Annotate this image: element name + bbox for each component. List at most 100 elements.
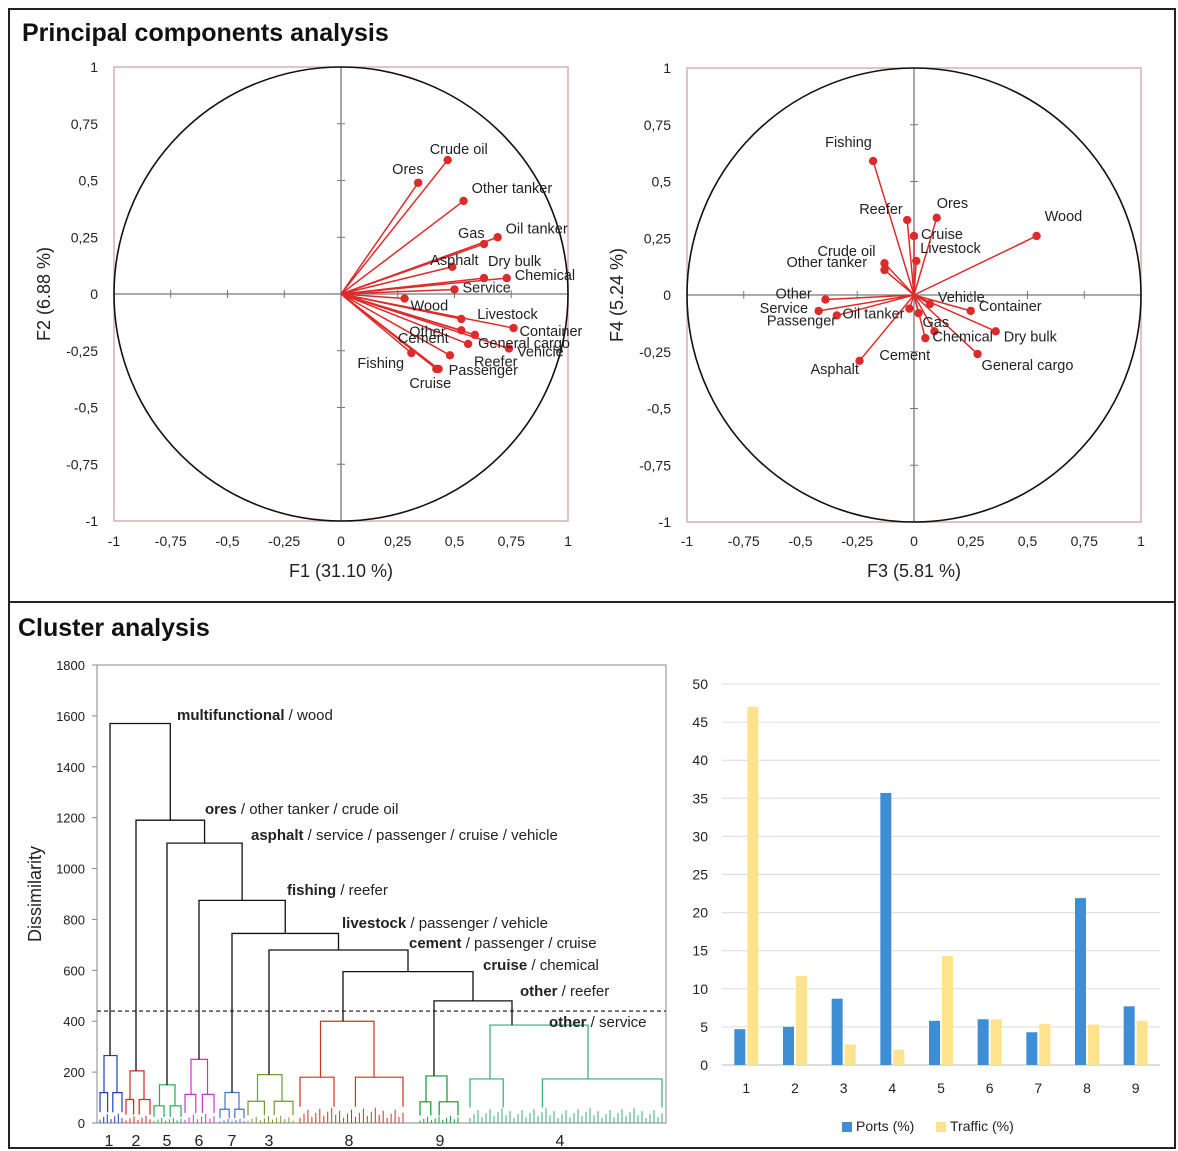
- pca1-y-tick-label: -1: [86, 513, 99, 529]
- bar-x-tick-label-8: 8: [1083, 1080, 1091, 1096]
- pca2-x-tick-label: 1: [1137, 533, 1145, 549]
- pca1-vector-ores: [340, 182, 419, 295]
- pca2-label-passenger: Passenger: [767, 313, 836, 329]
- bar-x-tick-label-2: 2: [791, 1080, 799, 1096]
- pca2-point-general-cargo: [973, 349, 982, 359]
- pca2-label-other-tanker: Other tanker: [786, 255, 867, 271]
- pca2-point-service: [814, 306, 823, 316]
- pca1-y-tick-label: -0,25: [66, 343, 98, 359]
- pca2-point-other-tanker: [880, 265, 889, 275]
- pca1-point-chemical: [502, 273, 511, 283]
- pca2-label-gas: Gas: [923, 315, 950, 331]
- bar-traffic-1: [747, 706, 759, 1065]
- pca1-y-tick-label: 1: [90, 59, 98, 75]
- pca1-label-fishing: Fishing: [357, 356, 404, 372]
- pca2-vector-fishing: [872, 160, 915, 296]
- dendrogram-annotation-5: livestock / passenger / vehicle: [342, 915, 548, 932]
- dendrogram-leaves: [219, 1118, 245, 1123]
- pca1-point-cruise: [432, 364, 441, 374]
- dendrogram-leaf-label-3: 3: [265, 1133, 274, 1150]
- bar-x-tick-label-7: 7: [1034, 1080, 1042, 1096]
- dendrogram-annotation-2: ores / other tanker / crude oil: [205, 801, 398, 818]
- pca1-x-axis-title: F1 (31.10 %): [289, 561, 393, 581]
- pca1-point-other-tanker: [459, 196, 468, 206]
- pca2-point-asphalt: [855, 356, 864, 366]
- dendrogram-branch: [99, 1054, 123, 1113]
- pca2-x-tick-label: 0,5: [1018, 533, 1038, 549]
- dendrogram-branch: [219, 1091, 245, 1119]
- pca1-point-vehicle: [504, 344, 514, 353]
- pca2-point-chemical: [930, 327, 939, 336]
- pca2-point-other: [821, 295, 830, 304]
- pca2-point-cruise: [909, 231, 919, 241]
- pca1-vector-asphalt: [340, 266, 453, 295]
- bar-y-tick-label: 0: [700, 1057, 708, 1073]
- pca1-label-passenger: Passenger: [449, 363, 518, 379]
- pca2-vector-general-cargo: [913, 294, 979, 355]
- pca1-label-other-tanker: Other tanker: [472, 181, 553, 197]
- dendrogram-annotation-3: asphalt / service / passenger / cruise /…: [251, 827, 558, 844]
- pca2-point-crude-oil: [880, 259, 889, 268]
- pca2-x-tick-label: 0: [910, 533, 918, 549]
- dendrogram-cluster-7: [219, 1091, 245, 1123]
- bar-y-tick-label: 30: [692, 828, 708, 844]
- pca1-label-wood: Wood: [411, 299, 449, 315]
- pca1-point-service: [450, 285, 459, 294]
- cluster-section-title: Cluster analysis: [18, 614, 210, 642]
- pca2-label-fishing: Fishing: [825, 135, 872, 151]
- pca1-y-tick-label: -0,5: [74, 400, 98, 416]
- dendrogram-y-tick-label: 1400: [56, 760, 85, 775]
- pca1-vector-gas: [340, 243, 485, 295]
- pca2-vector-crude-oil: [883, 262, 915, 296]
- pca1-x-tick-label: 0: [337, 533, 345, 549]
- pca1-y-tick-label: 0,5: [79, 173, 99, 189]
- bar-ports-8: [1075, 898, 1086, 1065]
- pca1-x-tick-label: 0,75: [498, 533, 525, 549]
- bar-y-tick-label: 5: [700, 1019, 708, 1035]
- pca2-x-tick-label: 0,25: [957, 533, 984, 549]
- pca1-point-general-cargo: [463, 339, 473, 349]
- pca2-label-general-cargo: General cargo: [982, 358, 1074, 374]
- pca2-x-tick-label: -0,5: [788, 533, 812, 549]
- pca1-label-other: Other: [409, 324, 445, 340]
- pca2-y-tick-label: -1: [659, 514, 672, 530]
- pca1-vector-wood: [340, 293, 405, 300]
- pca2-label-other: Other: [775, 287, 811, 303]
- dendrogram-y-tick-label: 1800: [56, 658, 85, 673]
- dendrogram-cluster-2: [125, 1070, 151, 1123]
- dendrogram-cluster-8: [299, 1020, 404, 1123]
- pca2-vector-service: [818, 294, 915, 312]
- bar-traffic-4: [893, 1049, 905, 1065]
- dendrogram-leaves: [153, 1117, 182, 1123]
- pca2-label-asphalt: Asphalt: [811, 362, 859, 378]
- pca2-x-tick-label: -0,25: [841, 533, 873, 549]
- pca1-label-cement: Cement: [398, 331, 449, 347]
- bar-traffic-6: [990, 1019, 1002, 1065]
- legend-swatch-traffic: [936, 1122, 946, 1132]
- bar-ports-7: [1026, 1032, 1038, 1065]
- dendrogram-branch: [299, 1020, 404, 1107]
- pca2-vector-container: [913, 294, 971, 312]
- dendrogram-leaf-label-4: 4: [556, 1133, 565, 1150]
- pca1-x-tick-label: -0,25: [268, 533, 300, 549]
- pca2-vector-passenger: [836, 294, 915, 317]
- pca1-label-asphalt: Asphalt: [430, 253, 478, 269]
- bar-y-tick-label: 45: [692, 714, 708, 730]
- bar-ports-1: [734, 1029, 746, 1065]
- pca2-point-passenger: [832, 311, 842, 320]
- pca1-plot: [113, 66, 569, 522]
- pca2-unit-circle: [686, 67, 1142, 523]
- bar-traffic-3: [844, 1044, 856, 1065]
- pca1-point-oil-tanker: [493, 233, 502, 242]
- pca2-vector-other: [825, 294, 915, 301]
- dendrogram-leaves: [125, 1115, 151, 1123]
- pca2-label-ores: Ores: [937, 196, 968, 212]
- pca1-vector-service: [340, 288, 455, 295]
- pca1-label-cruise: Cruise: [409, 376, 451, 392]
- pca2-label-crude-oil: Crude oil: [817, 244, 875, 260]
- dendrogram-branch: [125, 1070, 151, 1115]
- dendrogram-cluster-6: [184, 1058, 215, 1123]
- dendrogram-leaf-label-7: 7: [228, 1133, 237, 1150]
